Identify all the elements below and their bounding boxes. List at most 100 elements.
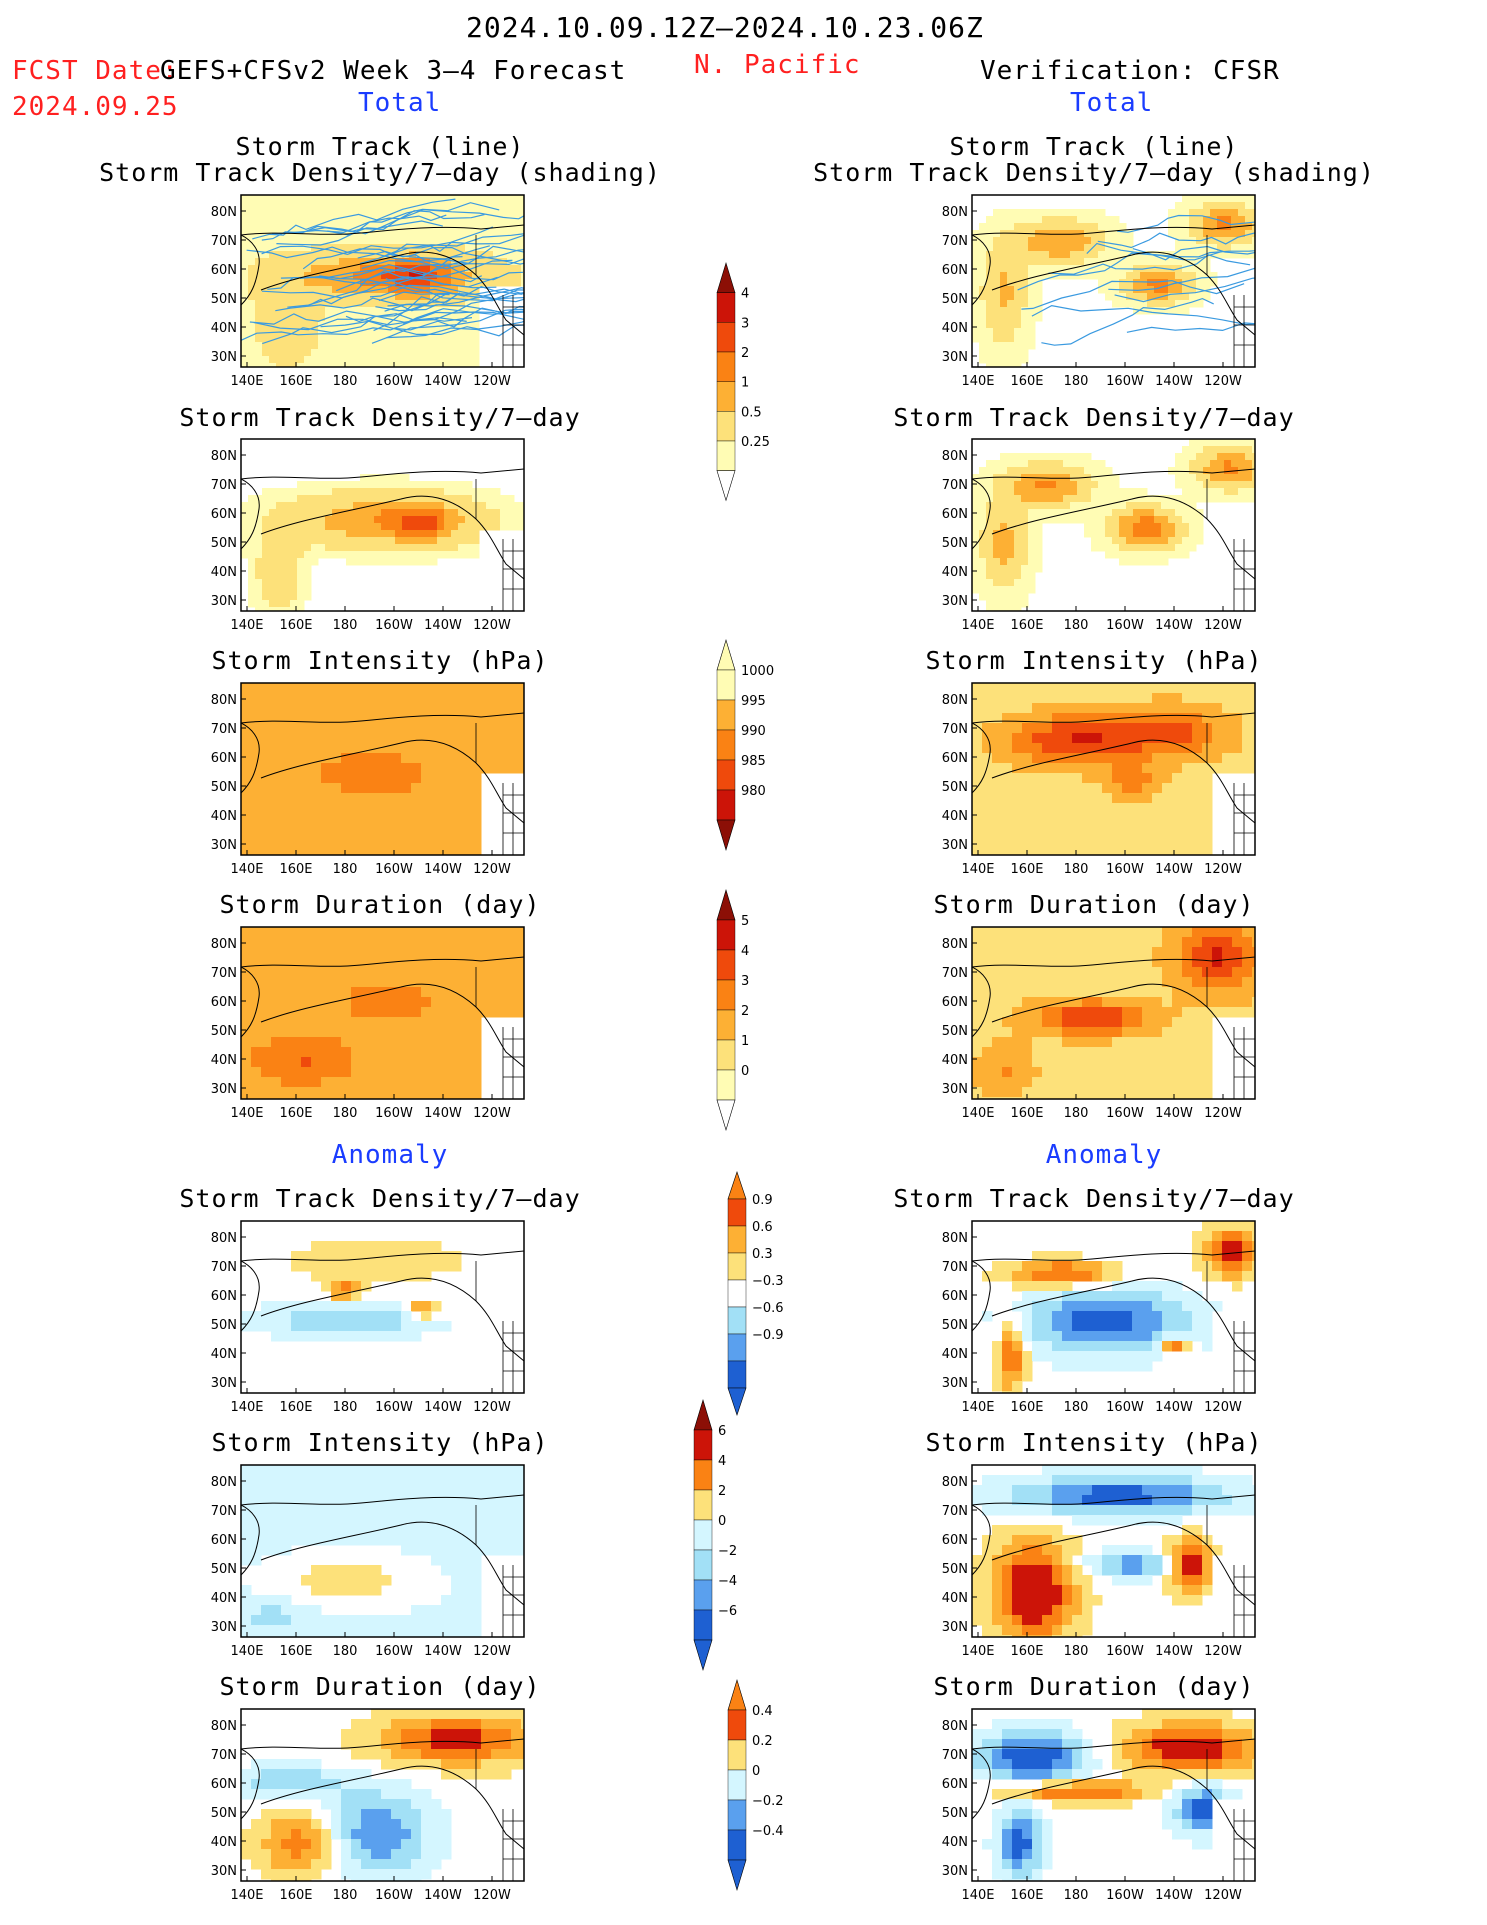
lat-tick-label: 70N bbox=[942, 234, 968, 249]
asia-coastline bbox=[241, 234, 260, 306]
colorbar-segment bbox=[716, 729, 736, 761]
lon-tick-label: 140W bbox=[424, 862, 462, 877]
lat-tick-label: 30N bbox=[942, 1376, 968, 1391]
lat-tick-label: 80N bbox=[942, 1719, 968, 1734]
lat-tick-label: 70N bbox=[942, 478, 968, 493]
verification-label: Verification: CFSR bbox=[980, 56, 1280, 86]
lon-tick-label: 180 bbox=[1064, 1644, 1089, 1659]
asia-coastline bbox=[241, 478, 260, 550]
lon-tick-label: 140W bbox=[424, 1400, 462, 1415]
fc-duration-title: Storm Duration (day) bbox=[219, 890, 541, 919]
lat-tick-label: 60N bbox=[211, 507, 237, 522]
map-frame bbox=[240, 926, 525, 1100]
colorbar-segment bbox=[716, 1009, 736, 1041]
map-panel-verification-0: 80N 70N 60N 50N 40N 30N 140E 160E 180 160W 140W 120… bbox=[942, 194, 1256, 389]
colorbar-segment bbox=[716, 322, 736, 353]
colorbar-label: 4 bbox=[741, 287, 749, 302]
vf-anom-density-title: Storm Track Density/7–day bbox=[893, 1184, 1295, 1213]
lon-tick-label: 120W bbox=[1204, 374, 1242, 389]
lat-tick-label: 40N bbox=[942, 1347, 968, 1362]
lat-tick-label: 40N bbox=[211, 809, 237, 824]
colorbar-segment bbox=[727, 1709, 747, 1741]
asia-coastline bbox=[241, 1504, 260, 1576]
map-panel-verification-1: 80N 70N 60N 50N 40N 30N 140E 160E 180 160W 140W 120… bbox=[942, 438, 1256, 633]
storm-track-line bbox=[345, 297, 524, 323]
lat-tick-label: 80N bbox=[942, 205, 968, 220]
lon-tick-label: 140E bbox=[230, 862, 263, 877]
colorbar-bottom-arrow bbox=[716, 470, 736, 502]
colorbar-density-total: 4 3 2 1 0.5 0.25 bbox=[716, 261, 770, 502]
storm-track-line bbox=[1097, 232, 1255, 249]
colorbar-intensity-total: 1000 995 990 985 980 bbox=[716, 638, 774, 852]
arctic-coastline bbox=[972, 1250, 1255, 1262]
lon-tick-label: 140E bbox=[230, 1106, 263, 1121]
lat-tick-label: 30N bbox=[211, 1082, 237, 1097]
lon-tick-label: 180 bbox=[1064, 1888, 1089, 1903]
colorbar-label: 0 bbox=[752, 1764, 760, 1779]
asia-coastline bbox=[972, 966, 991, 1038]
lon-tick-label: 160E bbox=[1010, 618, 1043, 633]
storm-track-line bbox=[1021, 279, 1245, 310]
lon-tick-label: 180 bbox=[1064, 374, 1089, 389]
lon-tick-label: 140W bbox=[1155, 1644, 1193, 1659]
lat-tick-label: 40N bbox=[942, 1053, 968, 1068]
storm-track-line bbox=[361, 245, 524, 269]
lat-tick-label: 30N bbox=[211, 838, 237, 853]
aleutian-coastline bbox=[991, 495, 1255, 580]
lon-tick-label: 160E bbox=[1010, 1888, 1043, 1903]
lon-tick-label: 140E bbox=[230, 1644, 263, 1659]
colorbar-density-anomaly: 0.9 0.6 0.3 −0.3 −0.6 −0.9 bbox=[727, 1171, 784, 1416]
storm-track-line bbox=[1117, 214, 1255, 233]
colorbar-bottom-arrow bbox=[716, 1099, 736, 1132]
us-state-lines bbox=[1233, 1321, 1255, 1393]
vf-anomaly-label: Anomaly bbox=[1045, 1140, 1163, 1170]
lat-tick-label: 80N bbox=[211, 693, 237, 708]
lat-tick-label: 50N bbox=[942, 1024, 968, 1039]
colorbar-label: −0.4 bbox=[752, 1824, 784, 1839]
colorbar-segment bbox=[693, 1459, 713, 1491]
map-panel-forecast-1: 80N 70N 60N 50N 40N 30N 140E 160E 180 160W 140W 120… bbox=[211, 438, 525, 633]
asia-coastline bbox=[972, 478, 991, 550]
lat-tick-label: 30N bbox=[211, 594, 237, 609]
storm-track-line bbox=[384, 288, 524, 312]
us-state-lines bbox=[502, 539, 524, 611]
colorbar-segment bbox=[727, 1360, 747, 1389]
fc-anom-density-title: Storm Track Density/7–day bbox=[179, 1184, 581, 1213]
lat-tick-label: 60N bbox=[211, 995, 237, 1010]
us-state-lines bbox=[1233, 1809, 1255, 1881]
lat-tick-label: 50N bbox=[942, 536, 968, 551]
colorbar-segment bbox=[727, 1333, 747, 1362]
lon-tick-label: 140W bbox=[1155, 1400, 1193, 1415]
colorbar-label: 1000 bbox=[741, 664, 774, 679]
colorbar-label: 995 bbox=[741, 694, 766, 709]
lat-tick-label: 50N bbox=[942, 780, 968, 795]
colorbar-label: 3 bbox=[741, 974, 749, 989]
colorbar-label: 4 bbox=[741, 944, 749, 959]
lat-tick-label: 70N bbox=[942, 1748, 968, 1763]
lon-tick-label: 180 bbox=[1064, 862, 1089, 877]
lon-tick-label: 160E bbox=[1010, 374, 1043, 389]
vf-anom-duration-title: Storm Duration (day) bbox=[933, 1672, 1255, 1701]
fc-intensity-title: Storm Intensity (hPa) bbox=[211, 646, 549, 675]
lon-tick-label: 140E bbox=[961, 1644, 994, 1659]
fc-track-title-2: Storm Track Density/7–day (shading) bbox=[99, 158, 661, 187]
colorbar-intensity-anomaly: 6 4 2 0 −2 −4 −6 bbox=[693, 1398, 737, 1672]
lat-tick-label: 80N bbox=[942, 693, 968, 708]
asia-coastline bbox=[972, 722, 991, 794]
arctic-coastline bbox=[972, 224, 1255, 236]
lon-tick-label: 180 bbox=[333, 374, 358, 389]
lon-tick-label: 180 bbox=[333, 618, 358, 633]
lat-tick-label: 40N bbox=[211, 565, 237, 580]
us-state-lines bbox=[502, 1809, 524, 1881]
colorbar-segment bbox=[693, 1429, 713, 1461]
arctic-coastline bbox=[241, 712, 524, 724]
fc-anomaly-label: Anomaly bbox=[331, 1140, 449, 1170]
colorbar-segment bbox=[716, 789, 736, 821]
lat-tick-label: 30N bbox=[942, 350, 968, 365]
lon-tick-label: 160W bbox=[1106, 374, 1144, 389]
colorbar-label: −0.9 bbox=[752, 1328, 784, 1343]
lon-tick-label: 160E bbox=[279, 1106, 312, 1121]
aleutian-coastline bbox=[991, 983, 1255, 1068]
fcst-date: 2024.09.25 bbox=[12, 92, 179, 122]
colorbar-label: −0.6 bbox=[752, 1301, 784, 1316]
